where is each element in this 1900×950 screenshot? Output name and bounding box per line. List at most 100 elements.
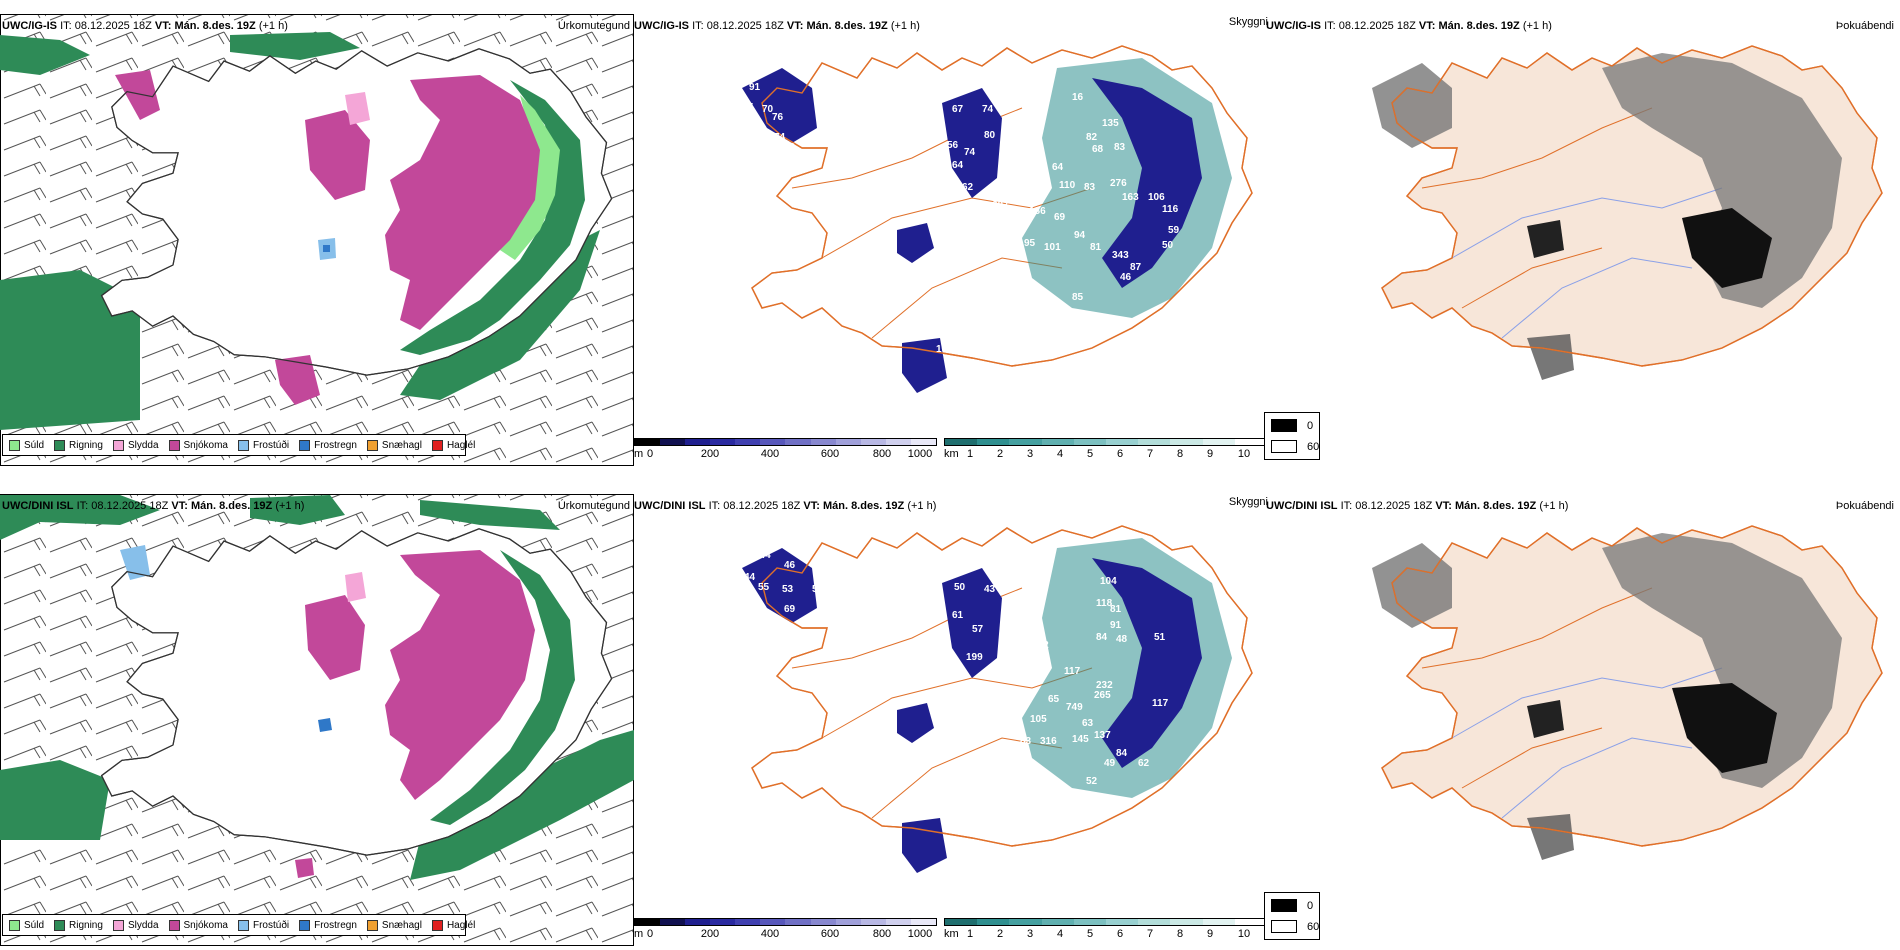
height-label: 343 xyxy=(1112,250,1129,261)
height-label: 80 xyxy=(984,130,996,141)
rain-area-southwest xyxy=(0,760,110,840)
height-unit: m xyxy=(634,928,644,940)
rain-area-southeast xyxy=(410,730,634,880)
height-label: 46 xyxy=(784,560,796,571)
fog-area-westfjords xyxy=(1372,63,1452,148)
vis-tick: 2 xyxy=(996,928,1004,940)
height-label: 104 xyxy=(1100,576,1117,587)
vis-tick: 1 xyxy=(966,448,974,460)
legend-item-snjokoma: Snjókoma xyxy=(168,919,228,931)
height-label: 118 xyxy=(1096,598,1113,609)
fog-legend: 0 60 xyxy=(1264,412,1320,460)
height-label: 55 xyxy=(758,582,770,593)
height-label: 62 xyxy=(1138,758,1150,769)
height-label: 68 xyxy=(1092,144,1104,155)
visibility-unit: km xyxy=(944,448,959,460)
fog-area-westfjords xyxy=(1372,543,1452,628)
height-label: 67 xyxy=(952,104,964,115)
height-label: 62 xyxy=(962,182,974,193)
vis-tick: 4 xyxy=(1056,448,1064,460)
precip-type-map[interactable] xyxy=(0,480,634,950)
vis-tick: 9 xyxy=(1206,448,1214,460)
height-label: 117 xyxy=(1152,698,1169,709)
height-label: 85 xyxy=(1072,292,1084,303)
height-tick: 200 xyxy=(700,928,720,940)
height-label: 117 xyxy=(1064,666,1081,677)
height-label: 63 xyxy=(1082,718,1094,729)
height-label: 84 xyxy=(1096,632,1108,643)
high-terrain-east xyxy=(1092,78,1202,288)
fog-map[interactable] xyxy=(1264,0,1900,470)
height-label: 50 xyxy=(954,582,966,593)
height-label: 144 xyxy=(754,550,771,561)
drizzle-area-east xyxy=(500,95,560,260)
high-terrain-westfjords xyxy=(742,68,817,143)
forecast-row-ig-is: UWC/IG-IS IT: 08.12.2025 18Z VT: Mán. 8.… xyxy=(0,0,1900,470)
freezing-rain-area xyxy=(318,718,332,732)
fog-map[interactable] xyxy=(1264,480,1900,950)
panel-type-label: Þokuábendi xyxy=(1835,500,1894,512)
visibility-colorbar: km 1 2 3 4 5 6 7 8 9 10 xyxy=(944,918,1270,942)
height-label: 69 xyxy=(784,604,796,615)
legend-item-frostudi: Frostúði xyxy=(237,919,289,931)
fog-indicator-panel: Þokuábendi 0 60 xyxy=(1264,0,1900,470)
precip-type-map[interactable] xyxy=(0,0,634,470)
height-label: 63 xyxy=(1034,104,1046,115)
snow-area-westfjords xyxy=(115,70,160,120)
height-label: 71 xyxy=(968,330,980,341)
height-label: 135 xyxy=(1102,118,1119,129)
height-tick: 800 xyxy=(872,928,892,940)
visibility-map[interactable]: 5764747091707667567464627480436316135826… xyxy=(634,0,1270,470)
height-label: 74 xyxy=(982,104,994,115)
height-label: 82 xyxy=(1086,132,1098,143)
legend-item-haglel: Haglél xyxy=(431,919,475,931)
high-terrain-north xyxy=(942,568,1002,678)
height-label: 70 xyxy=(784,142,796,153)
height-label: 64 xyxy=(747,117,759,128)
snow-area-east xyxy=(385,75,540,330)
height-label: 59 xyxy=(824,584,836,595)
vis-tick: 10 xyxy=(1237,928,1251,940)
rain-area-northwest xyxy=(0,495,160,540)
fog-area-central xyxy=(1527,220,1564,258)
vis-tick: 8 xyxy=(1176,928,1184,940)
height-colorbar: m 0 200 400 600 800 1000 xyxy=(634,918,954,942)
vis-tick: 7 xyxy=(1146,928,1154,940)
height-label: 94 xyxy=(1074,230,1086,241)
height-label: 232 xyxy=(1096,680,1113,691)
legend-item-suld: Súld xyxy=(9,919,44,931)
panel-title: UWC/IG-IS IT: 08.12.2025 18Z VT: Mán. 8.… xyxy=(634,20,920,32)
height-label: 186 xyxy=(1029,206,1046,217)
dense-fog-area xyxy=(1672,683,1777,773)
height-label: 32 xyxy=(950,874,962,885)
fog-area-east xyxy=(1602,53,1842,308)
height-label: 81 xyxy=(1090,242,1102,253)
height-label: 79 xyxy=(1074,312,1086,323)
high-terrain-westfjords xyxy=(742,548,817,623)
legend-item-snaehagl: Snæhagl xyxy=(366,919,422,931)
height-label: 105 xyxy=(1030,714,1047,725)
height-label: 44 xyxy=(744,572,756,583)
legend-item-snjokoma: Snjókoma xyxy=(168,439,228,451)
legend-item-frostregn: Frostregn xyxy=(299,919,357,931)
height-label: 33 xyxy=(968,364,980,375)
map-frame xyxy=(0,494,634,946)
height-label: 95 xyxy=(1024,238,1036,249)
vis-tick: 3 xyxy=(1026,448,1034,460)
rain-area-southwest xyxy=(0,270,140,430)
height-label: 80 xyxy=(972,716,984,727)
height-label: 81 xyxy=(1110,604,1122,615)
height-labels: 5764747091707667567464627480436316135826… xyxy=(742,82,1180,375)
height-unit: m xyxy=(634,448,644,460)
visibility-panel: 57 64 74 70 91 70 76 67 56 74 64 62 74 80 43 63 16 135 82 6… xyxy=(634,0,1270,470)
height-tick: 400 xyxy=(760,448,780,460)
height-label: 87 xyxy=(1130,262,1142,273)
precip-type-panel: UWC/IG-IS IT: 08.12.2025 18Z VT: Mán. 8.… xyxy=(0,0,634,470)
fog-legend-item: 0 xyxy=(1271,899,1313,912)
legend-item-suld: Súld xyxy=(9,439,44,451)
legend-item-rigning: Rigning xyxy=(54,439,103,451)
vis-tick: 1 xyxy=(966,928,974,940)
high-terrain-central xyxy=(897,703,934,743)
height-label: 65 xyxy=(1048,694,1060,705)
